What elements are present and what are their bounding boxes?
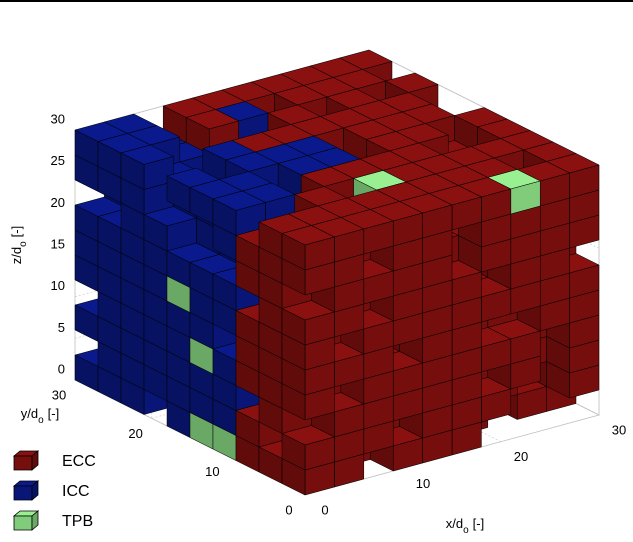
label-text: x/d bbox=[446, 516, 463, 531]
voxels bbox=[75, 50, 599, 495]
legend-swatch bbox=[14, 481, 38, 500]
legend-label: ECC bbox=[62, 453, 96, 470]
xlabel-axis-label: x/do [-] bbox=[446, 516, 484, 535]
z-tick-label: 0 bbox=[58, 361, 65, 376]
label-subscript: o bbox=[463, 525, 469, 536]
label-unit: [-] bbox=[9, 226, 24, 238]
legend-swatch-face bbox=[14, 456, 32, 470]
y-tick-label: 0 bbox=[285, 502, 292, 517]
legend-swatch-face bbox=[14, 516, 32, 530]
label-unit: [-] bbox=[473, 516, 485, 531]
label-subscript: o bbox=[38, 415, 44, 426]
legend-label: ICC bbox=[62, 483, 90, 500]
legend-label: TPB bbox=[62, 513, 93, 530]
x-tick-label: 30 bbox=[612, 422, 626, 437]
legend-swatch-face bbox=[14, 486, 32, 500]
ylabel-axis-label: y/do [-] bbox=[21, 406, 59, 425]
z-tick-label: 15 bbox=[51, 236, 65, 251]
x-tick-label: 10 bbox=[416, 476, 430, 491]
chart: 05101520253001020300102030z/do[-]y/do[-]… bbox=[0, 0, 633, 542]
legend-swatch bbox=[14, 511, 38, 530]
y-tick-label: 30 bbox=[52, 387, 66, 402]
z-tick-label: 30 bbox=[51, 111, 65, 126]
y-tick-label: 20 bbox=[128, 426, 142, 441]
x-tick-label: 0 bbox=[321, 502, 328, 517]
z-tick-label: 20 bbox=[51, 195, 65, 210]
label-text: y/d bbox=[21, 406, 38, 421]
label-subscript: o bbox=[18, 241, 29, 247]
page: 05101520253001020300102030z/do[-]y/do[-]… bbox=[0, 0, 633, 542]
x-tick-label: 20 bbox=[514, 449, 528, 464]
z-tick-label: 5 bbox=[58, 320, 65, 335]
y-tick-label: 10 bbox=[205, 464, 219, 479]
label-unit: [-] bbox=[48, 406, 60, 421]
z-tick-label: 10 bbox=[51, 278, 65, 293]
z-tick-label: 25 bbox=[51, 153, 65, 168]
legend-swatch bbox=[14, 451, 38, 470]
zlabel-axis-label: z/do [-] bbox=[9, 226, 28, 264]
label-text: z/d bbox=[9, 247, 24, 264]
